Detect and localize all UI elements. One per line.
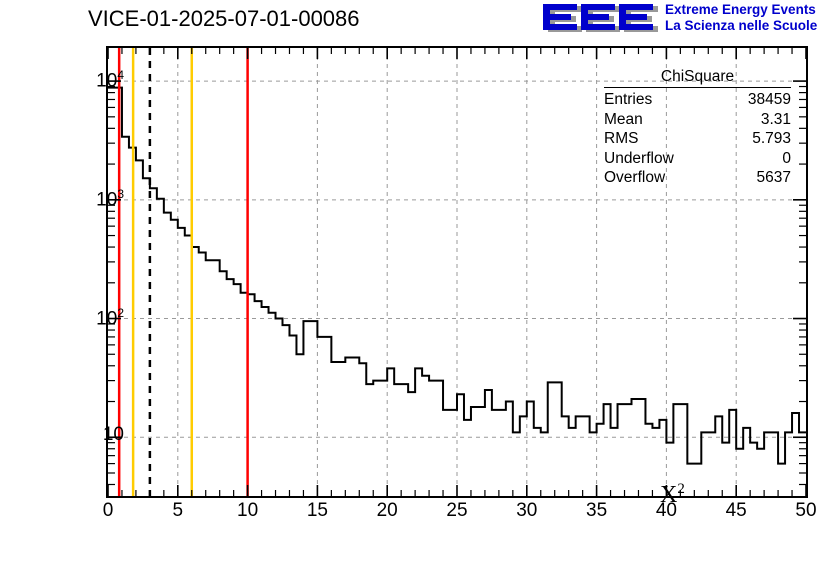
page-title: VICE-01-2025-07-01-00086	[88, 6, 360, 31]
stats-row-value: 5.793	[752, 130, 791, 147]
y-tick-label: 104	[96, 68, 124, 92]
plot-frame	[106, 46, 808, 498]
stats-row-key: RMS	[604, 130, 639, 147]
x-tick-label: 0	[102, 500, 114, 521]
y-tick-label: 10	[103, 424, 124, 446]
x-axis-title: X2	[660, 481, 685, 509]
eee-logo-line2: La Scienza nelle Scuole	[665, 18, 818, 33]
stats-rows: Entries 38459 Mean 3.31 RMS 5.793 Underflow 0 Ov…	[600, 90, 795, 188]
x-tick-label: 5	[172, 500, 184, 521]
x-tick-label: 20	[376, 500, 398, 521]
stats-row: Underflow 0	[600, 149, 795, 169]
y-tick-label-base: 10	[102, 424, 124, 446]
stats-row-value: 3.31	[760, 110, 791, 128]
x-tick-label: 10	[237, 500, 259, 521]
eee-logo-text: Extreme Energy Events La Scienza nelle S…	[665, 2, 817, 34]
stats-divider	[604, 87, 791, 88]
stats-row: Overflow 5637	[600, 168, 795, 188]
y-tick-label-exponent: 4	[117, 68, 124, 83]
x-tick-label: 30	[516, 500, 538, 521]
stats-row-value: 0	[782, 149, 791, 167]
stats-row-key: Mean	[604, 110, 643, 128]
stats-row-key: Underflow	[604, 149, 674, 167]
stats-row: Mean 3.31	[600, 110, 795, 130]
eee-logo-line1: Extreme Energy Events	[665, 2, 816, 17]
plot-area	[108, 48, 806, 496]
y-tick-label: 102	[96, 306, 124, 330]
x-tick-label: 35	[586, 500, 608, 521]
stats-row-key: Entries	[604, 91, 653, 108]
x-tick-label: 45	[725, 500, 747, 521]
x-tick-label: 50	[795, 500, 817, 521]
x-tick-label: 15	[306, 500, 328, 521]
stats-box: ChiSquare Entries 38459 Mean 3.31 RMS 5.793 Un…	[600, 68, 795, 188]
y-tick-label-exponent: 2	[117, 305, 124, 320]
x-axis-title-exponent: 2	[677, 481, 685, 497]
eee-logo: Extreme Energy Events La Scienza nelle S…	[541, 2, 833, 36]
stats-title: ChiSquare	[660, 68, 735, 85]
stats-row-value: 5637	[756, 169, 791, 186]
stats-row: Entries 38459	[600, 90, 795, 110]
eee-logo-mark	[543, 4, 658, 32]
stats-row-value: 38459	[747, 91, 791, 108]
stats-row: RMS 5.793	[600, 129, 795, 149]
y-tick-label-exponent: 3	[117, 186, 124, 201]
x-tick-label: 25	[446, 500, 468, 521]
y-tick-label: 103	[96, 187, 124, 211]
y-tick-label-base: 10	[96, 307, 118, 329]
histogram-step-line	[108, 86, 806, 465]
y-tick-label-base: 10	[96, 189, 118, 211]
histogram-svg	[108, 48, 806, 496]
stats-row-key: Overflow	[604, 169, 666, 186]
x-axis-title-base: X	[660, 482, 678, 508]
y-tick-label-base: 10	[96, 70, 118, 92]
x-tick-label: 40	[655, 500, 677, 521]
